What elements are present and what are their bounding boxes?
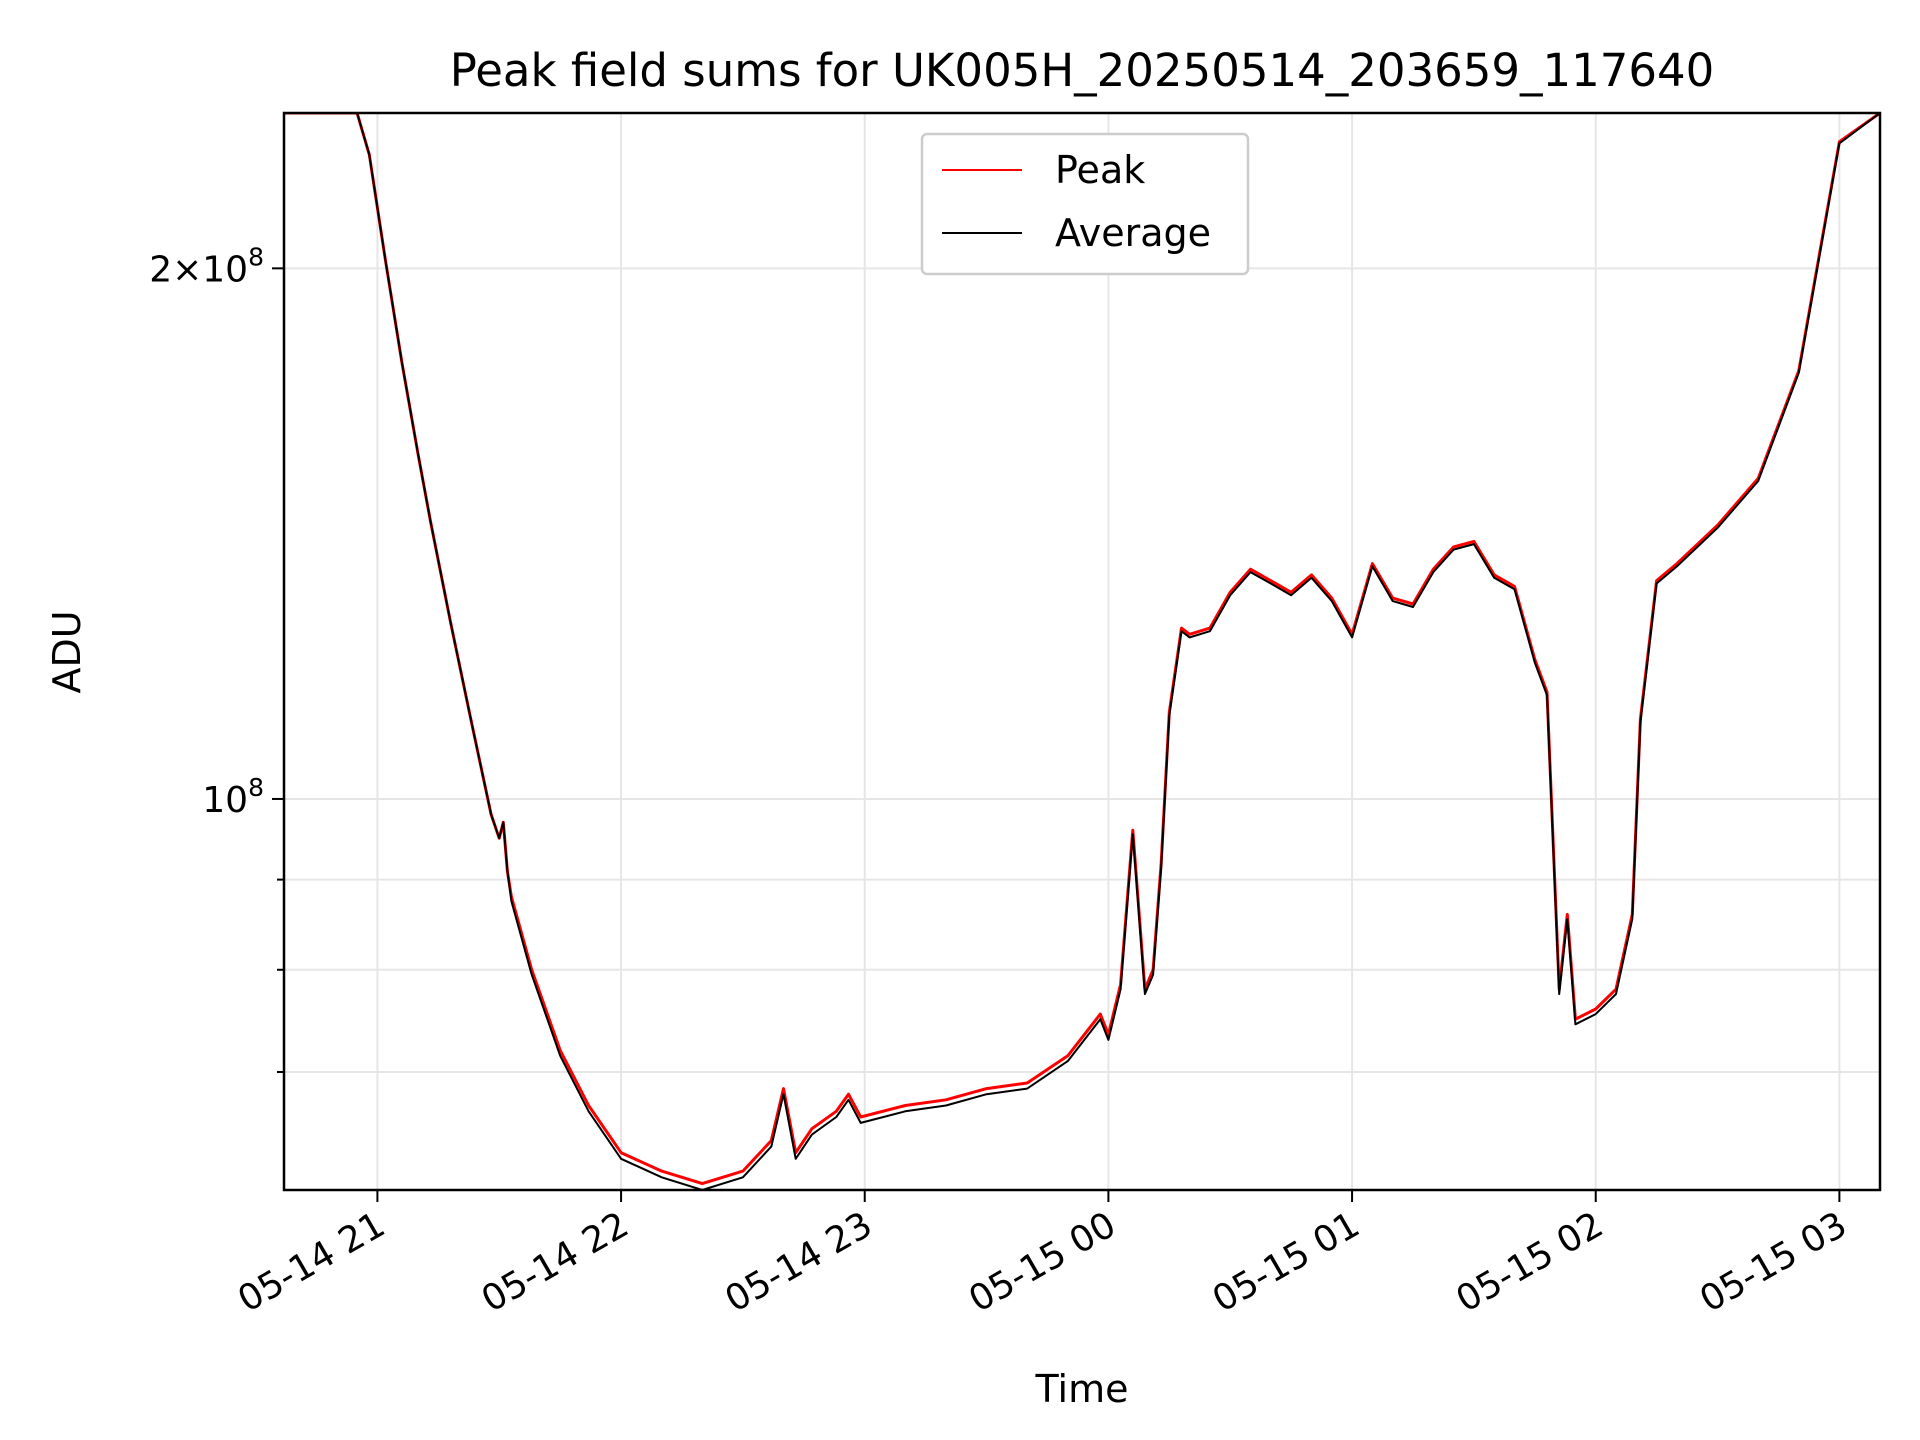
y-tick-exponent: 8 [248,773,264,802]
plot-frame [282,111,1882,1192]
y-tick-label: 2×108 [149,242,264,290]
y-axis-label: ADU [45,610,89,693]
y-tick-mantissa: 2 [149,249,172,290]
x-axis-label: Time [1035,1367,1129,1411]
y-tick-base: 10 [202,780,248,821]
legend-label-peak: Peak [1055,148,1145,192]
chart-title: Peak field sums for UK005H_20250514_2036… [450,44,1715,97]
legend-label-average: Average [1055,211,1211,255]
y-tick-base: 10 [202,249,248,290]
y-tick-exponent: 8 [248,242,264,271]
series-line-average [284,113,1880,1190]
y-tick-label: 108 [202,773,264,821]
legend: Peak Average [920,132,1250,276]
y-tick-times: × [172,249,202,290]
series-layer [284,113,1880,1190]
